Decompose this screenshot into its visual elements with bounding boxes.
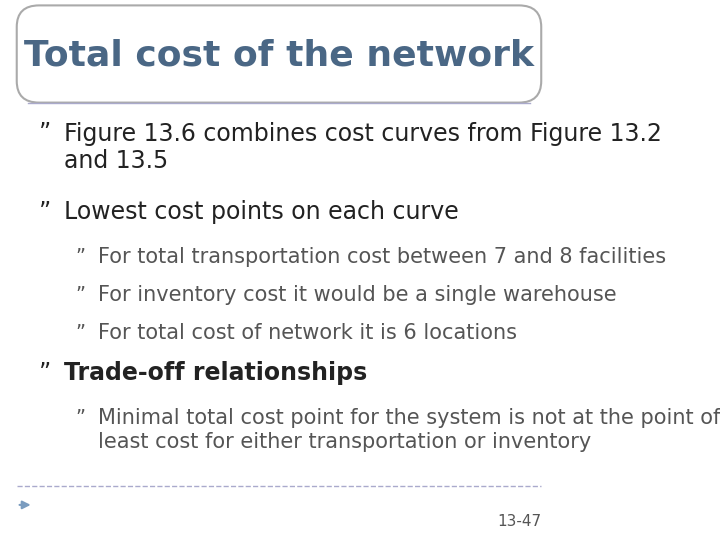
Text: For inventory cost it would be a single warehouse: For inventory cost it would be a single … bbox=[98, 285, 616, 305]
Text: Figure 13.6 combines cost curves from Figure 13.2
and 13.5: Figure 13.6 combines cost curves from Fi… bbox=[64, 122, 662, 173]
Text: ”: ” bbox=[76, 285, 86, 304]
Text: For total cost of network it is 6 locations: For total cost of network it is 6 locati… bbox=[98, 323, 517, 343]
Text: ”: ” bbox=[76, 323, 86, 342]
FancyBboxPatch shape bbox=[17, 5, 541, 103]
Text: Trade-off relationships: Trade-off relationships bbox=[64, 361, 367, 385]
Text: ”: ” bbox=[76, 247, 86, 266]
Text: ”: ” bbox=[39, 361, 51, 385]
Text: ”: ” bbox=[39, 200, 51, 224]
Text: For total transportation cost between 7 and 8 facilities: For total transportation cost between 7 … bbox=[98, 247, 666, 267]
Text: ”: ” bbox=[76, 408, 86, 427]
Text: Total cost of the network: Total cost of the network bbox=[24, 38, 534, 72]
Text: 13-47: 13-47 bbox=[497, 514, 541, 529]
Text: Minimal total cost point for the system is not at the point of
least cost for ei: Minimal total cost point for the system … bbox=[98, 408, 720, 451]
Text: Lowest cost points on each curve: Lowest cost points on each curve bbox=[64, 200, 459, 224]
Text: ”: ” bbox=[39, 122, 51, 145]
